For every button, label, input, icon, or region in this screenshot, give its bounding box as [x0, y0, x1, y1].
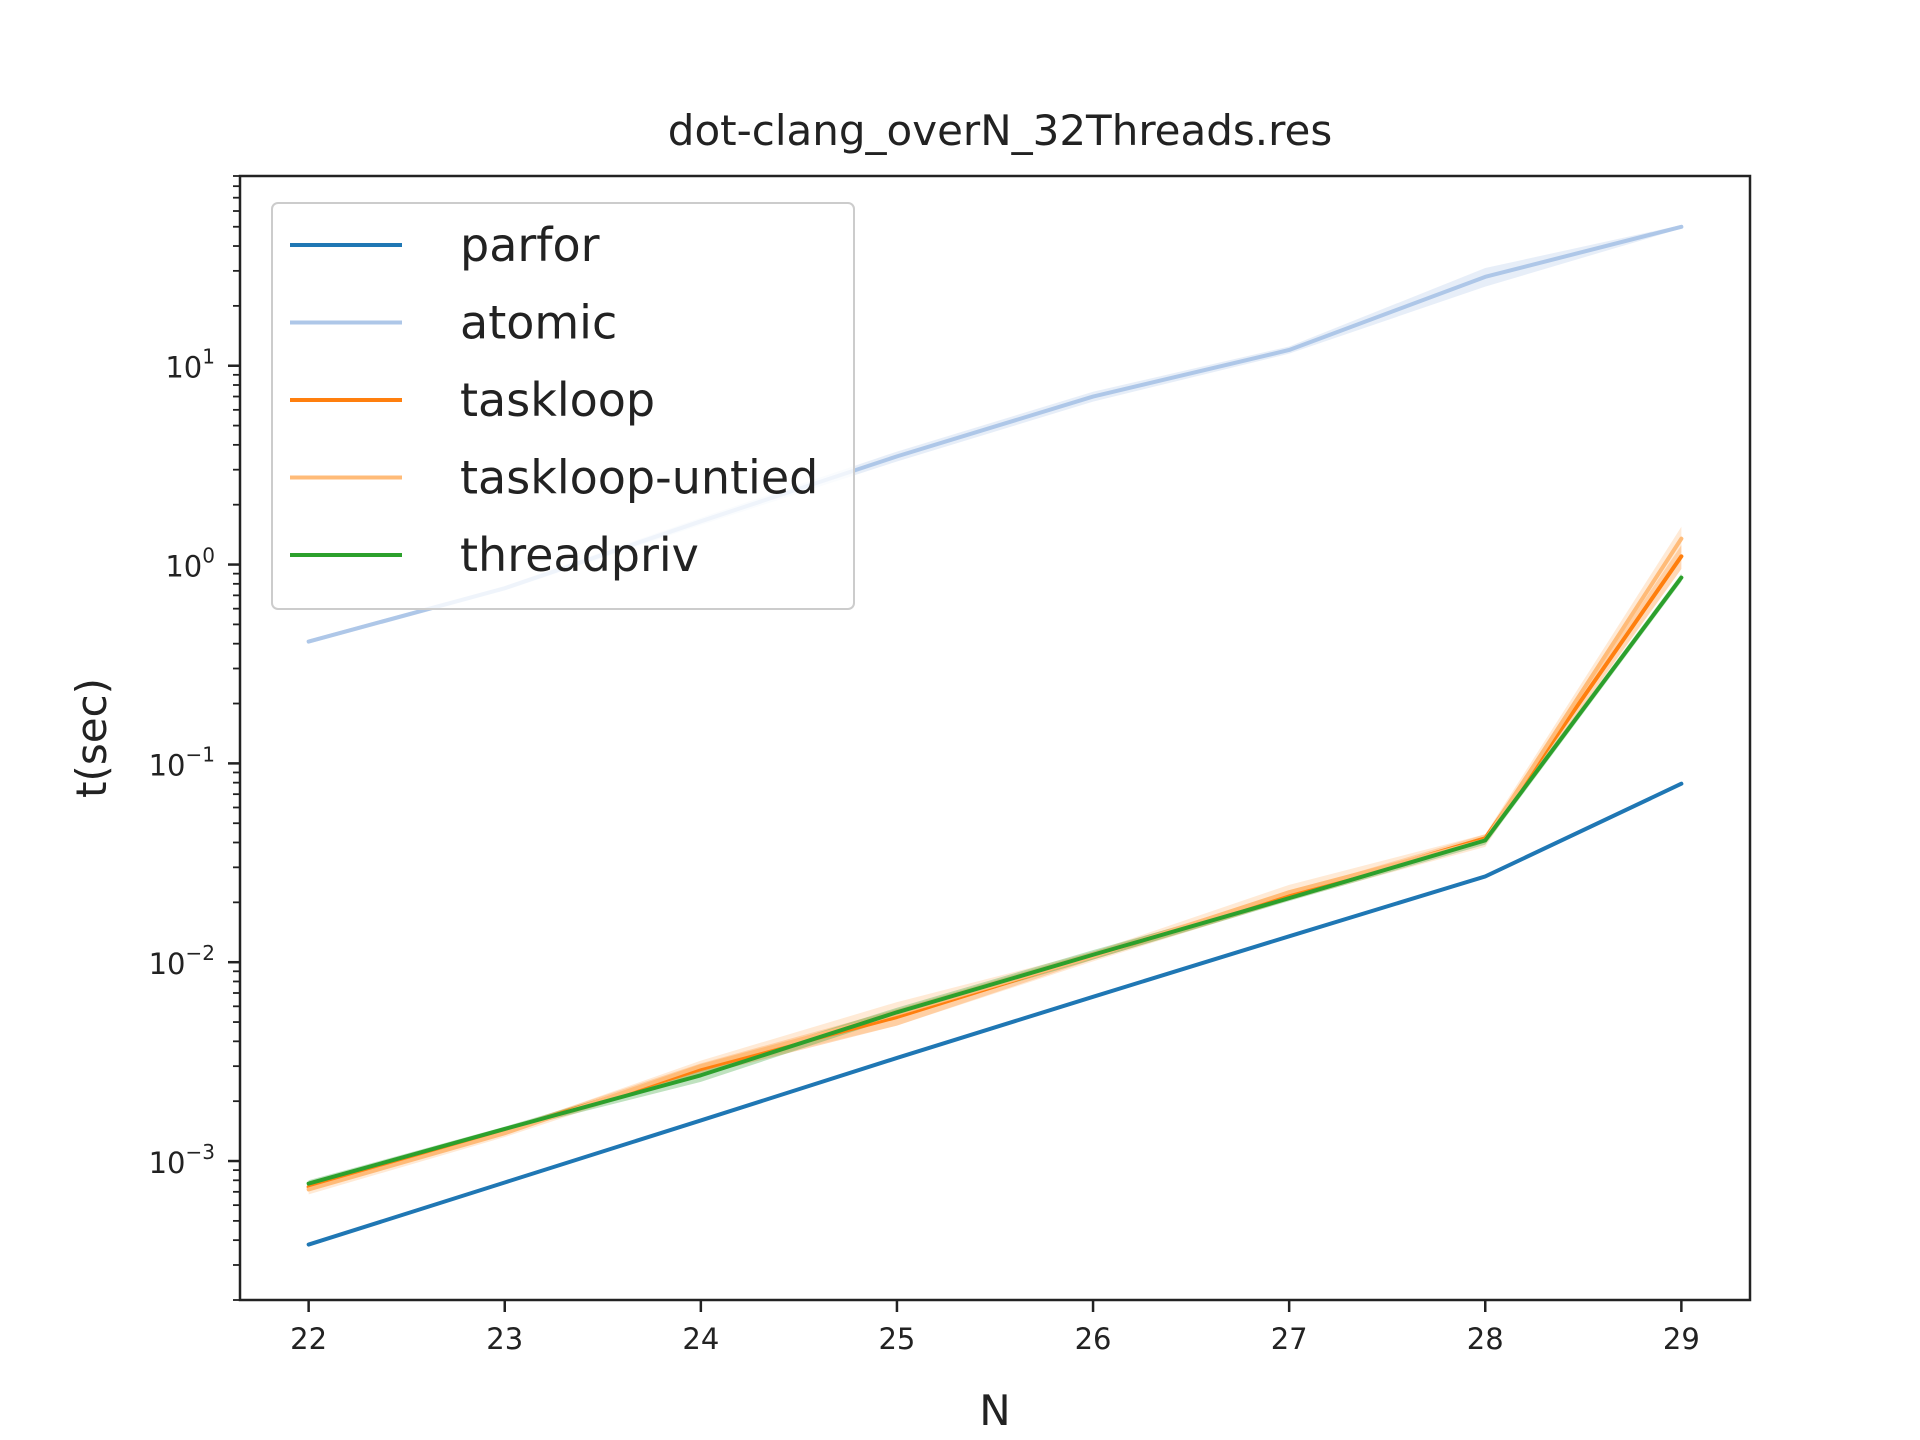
- legend-label-atomic: atomic: [460, 296, 617, 350]
- x-tick-label: 23: [486, 1322, 523, 1356]
- y-axis: 10−3 10−2 10−1 100 101: [149, 175, 240, 1301]
- y-tick-label: 100: [165, 544, 215, 584]
- legend-label-threadpriv: threadpriv: [460, 528, 699, 582]
- x-tick-label: 26: [1075, 1322, 1112, 1356]
- x-tick-label: 22: [290, 1322, 327, 1356]
- x-tick-label: 28: [1467, 1322, 1504, 1356]
- legend: parfor atomic taskloop taskloop-untied threa…: [271, 202, 855, 610]
- y-tick-label: 10−2: [149, 941, 215, 981]
- line-threadpriv: [306, 575, 1684, 1186]
- x-tick-label: 24: [682, 1322, 719, 1356]
- legend-frame: [271, 202, 855, 610]
- legend-label-taskloop: taskloop: [460, 373, 655, 427]
- legend-label-taskloop-untied: taskloop-untied: [460, 451, 818, 505]
- x-axis: 22 23 24 25 26 27 28 29: [290, 1300, 1700, 1356]
- x-axis-label: N: [979, 1386, 1010, 1435]
- x-tick-label: 29: [1663, 1322, 1700, 1356]
- y-tick-label: 10−1: [149, 742, 215, 782]
- line-parfor: [306, 781, 1684, 1247]
- x-tick-label: 27: [1271, 1322, 1308, 1356]
- chart-title: dot-clang_overN_32Threads.res: [668, 106, 1332, 155]
- legend-label-parfor: parfor: [460, 218, 600, 272]
- y-axis-label: t(sec): [67, 678, 116, 798]
- plot-frame: [238, 174, 1752, 1302]
- y-tick-label: 101: [165, 345, 215, 385]
- y-tick-label: 10−3: [149, 1140, 215, 1180]
- x-tick-label: 25: [878, 1322, 915, 1356]
